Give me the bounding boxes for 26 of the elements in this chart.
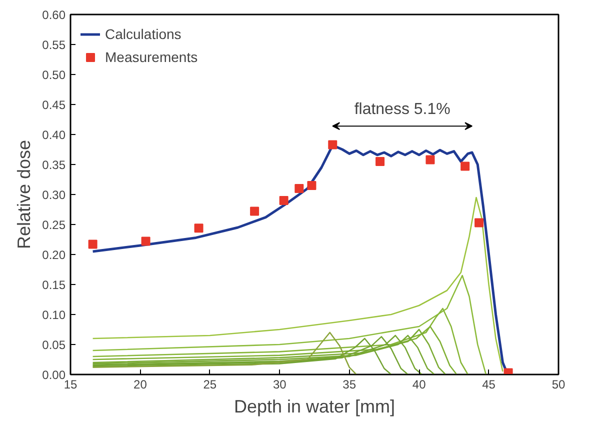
x-tick-label: 20 [134, 378, 148, 392]
y-tick-label: 0.10 [42, 308, 66, 322]
y-tick-label: 0.30 [42, 188, 66, 202]
y-tick-label: 0.40 [42, 128, 66, 142]
y-axis-title: Relative dose [14, 140, 34, 250]
y-tick-label: 0.00 [42, 368, 66, 382]
x-tick-label: 40 [412, 378, 426, 392]
y-tick-label: 0.20 [42, 248, 66, 262]
x-tick-label: 25 [203, 378, 217, 392]
y-tick-label: 0.55 [42, 38, 66, 52]
x-tick-label: 15 [64, 378, 78, 392]
y-tick-label: 0.05 [42, 338, 66, 352]
y-tick-label: 0.15 [42, 278, 66, 292]
x-tick-label: 45 [482, 378, 496, 392]
x-tick-label: 35 [342, 378, 356, 392]
legend-label: Calculations [105, 26, 182, 42]
x-tick-label: 50 [552, 378, 566, 392]
annotation: flatness 5.1% [354, 101, 450, 118]
y-tick-label: 0.25 [42, 218, 66, 232]
y-tick-label: 0.60 [42, 8, 66, 22]
x-tick-label: 30 [272, 378, 287, 392]
x-axis-title: Depth in water [mm] [234, 396, 396, 416]
y-tick-label: 0.50 [42, 68, 66, 82]
legend-label: Measurements [105, 49, 198, 65]
y-tick-label: 0.35 [42, 158, 66, 172]
y-tick-label: 0.45 [42, 98, 66, 112]
